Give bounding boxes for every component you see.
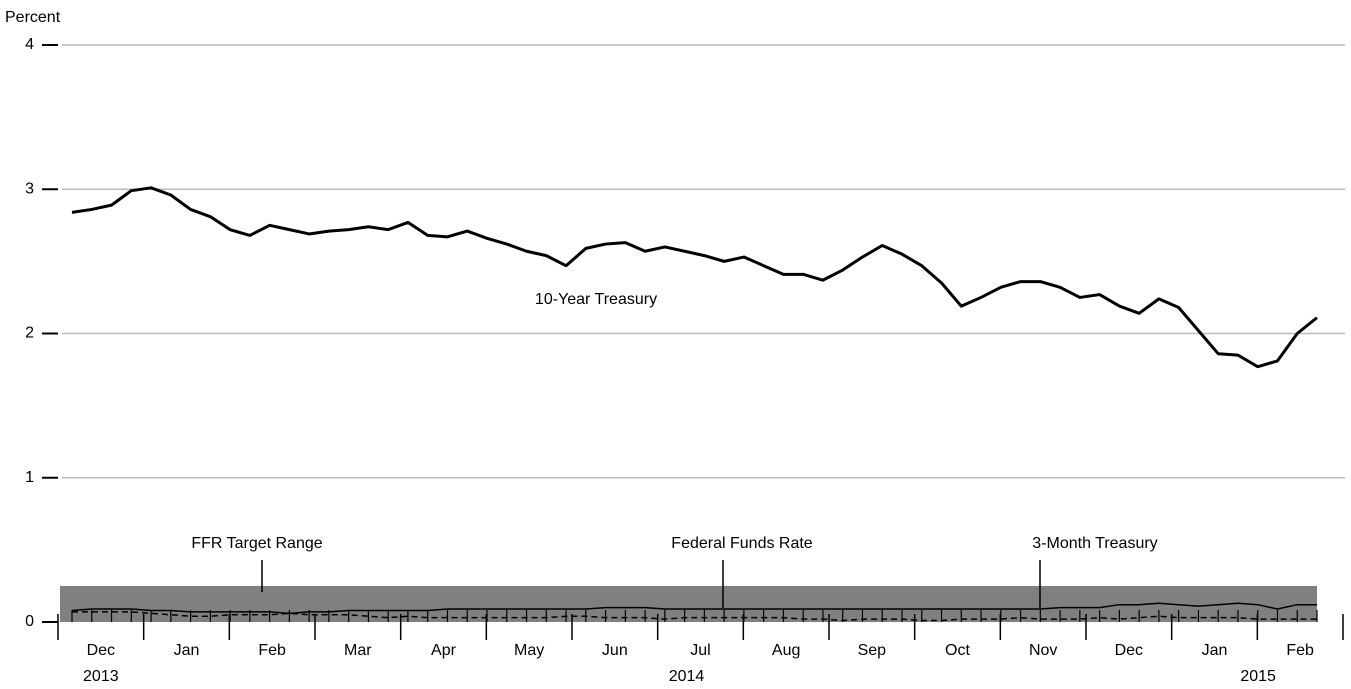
x-tick-label: Jan xyxy=(174,642,200,659)
year-label: 2015 xyxy=(1240,668,1276,685)
annotation: FFR Target Range xyxy=(191,535,322,552)
x-tick-label: Feb xyxy=(258,642,286,659)
x-tick-label: Jun xyxy=(602,642,628,659)
x-tick-label: May xyxy=(514,642,544,659)
annotation: 3-Month Treasury xyxy=(1032,535,1157,552)
y-tick-label: 3 xyxy=(25,180,34,197)
x-tick-label: Aug xyxy=(772,642,800,659)
annotation: Federal Funds Rate xyxy=(671,535,813,552)
x-tick-label: Jul xyxy=(690,642,710,659)
x-tick-label: Dec xyxy=(87,642,115,659)
annotation: 10-Year Treasury xyxy=(535,291,657,308)
x-tick-label: Apr xyxy=(431,642,457,659)
year-label: 2013 xyxy=(83,668,119,685)
y-tick-label: 0 xyxy=(25,613,34,630)
x-tick-label: Nov xyxy=(1029,642,1057,659)
x-tick-label: Dec xyxy=(1115,642,1143,659)
series-line xyxy=(71,186,1318,369)
x-tick-label: Jan xyxy=(1202,642,1228,659)
series-line xyxy=(72,611,1317,622)
y-axis-label: Percent xyxy=(5,9,61,26)
x-tick-label: Feb xyxy=(1286,642,1314,659)
year-label: 2014 xyxy=(669,668,705,685)
series-line xyxy=(71,602,1317,615)
y-tick-label: 1 xyxy=(25,469,34,486)
y-tick-label: 4 xyxy=(25,36,34,53)
x-tick-label: Mar xyxy=(344,642,372,659)
x-tick-label: Sep xyxy=(858,642,887,659)
x-tick-label: Oct xyxy=(945,642,970,659)
y-tick-label: 2 xyxy=(25,325,34,342)
